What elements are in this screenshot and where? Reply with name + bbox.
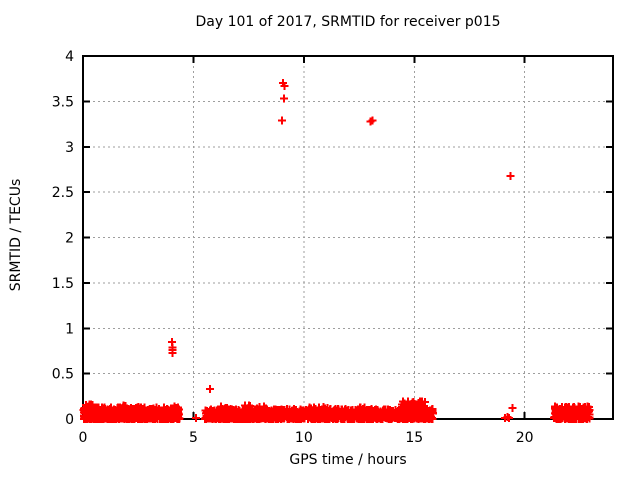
y-tick-label: 1.5 — [52, 276, 74, 292]
y-tick-label: 4 — [65, 49, 74, 65]
chart-title: Day 101 of 2017, SRMTID for receiver p01… — [195, 14, 501, 30]
gridlines — [83, 56, 613, 419]
y-tick-label: 1 — [65, 321, 74, 337]
y-tick-label: 3.5 — [52, 94, 74, 110]
y-tick-label: 3 — [65, 140, 74, 156]
x-tick-label: 15 — [405, 430, 423, 446]
x-tick-label: 20 — [516, 430, 534, 446]
tick-labels: 0 5 10 15 20 0 0.5 1 1.5 2 2.5 3 3.5 4 — [52, 49, 534, 446]
x-tick-label: 5 — [189, 430, 198, 446]
y-tick-label: 2.5 — [52, 185, 74, 201]
x-axis-label: GPS time / hours — [289, 452, 407, 468]
x-tick-label: 0 — [79, 430, 88, 446]
x-tick-label: 10 — [295, 430, 313, 446]
data-points — [79, 79, 594, 423]
y-tick-label: 0.5 — [52, 367, 74, 383]
y-tick-label: 0 — [65, 412, 74, 428]
y-tick-label: 2 — [65, 231, 74, 247]
